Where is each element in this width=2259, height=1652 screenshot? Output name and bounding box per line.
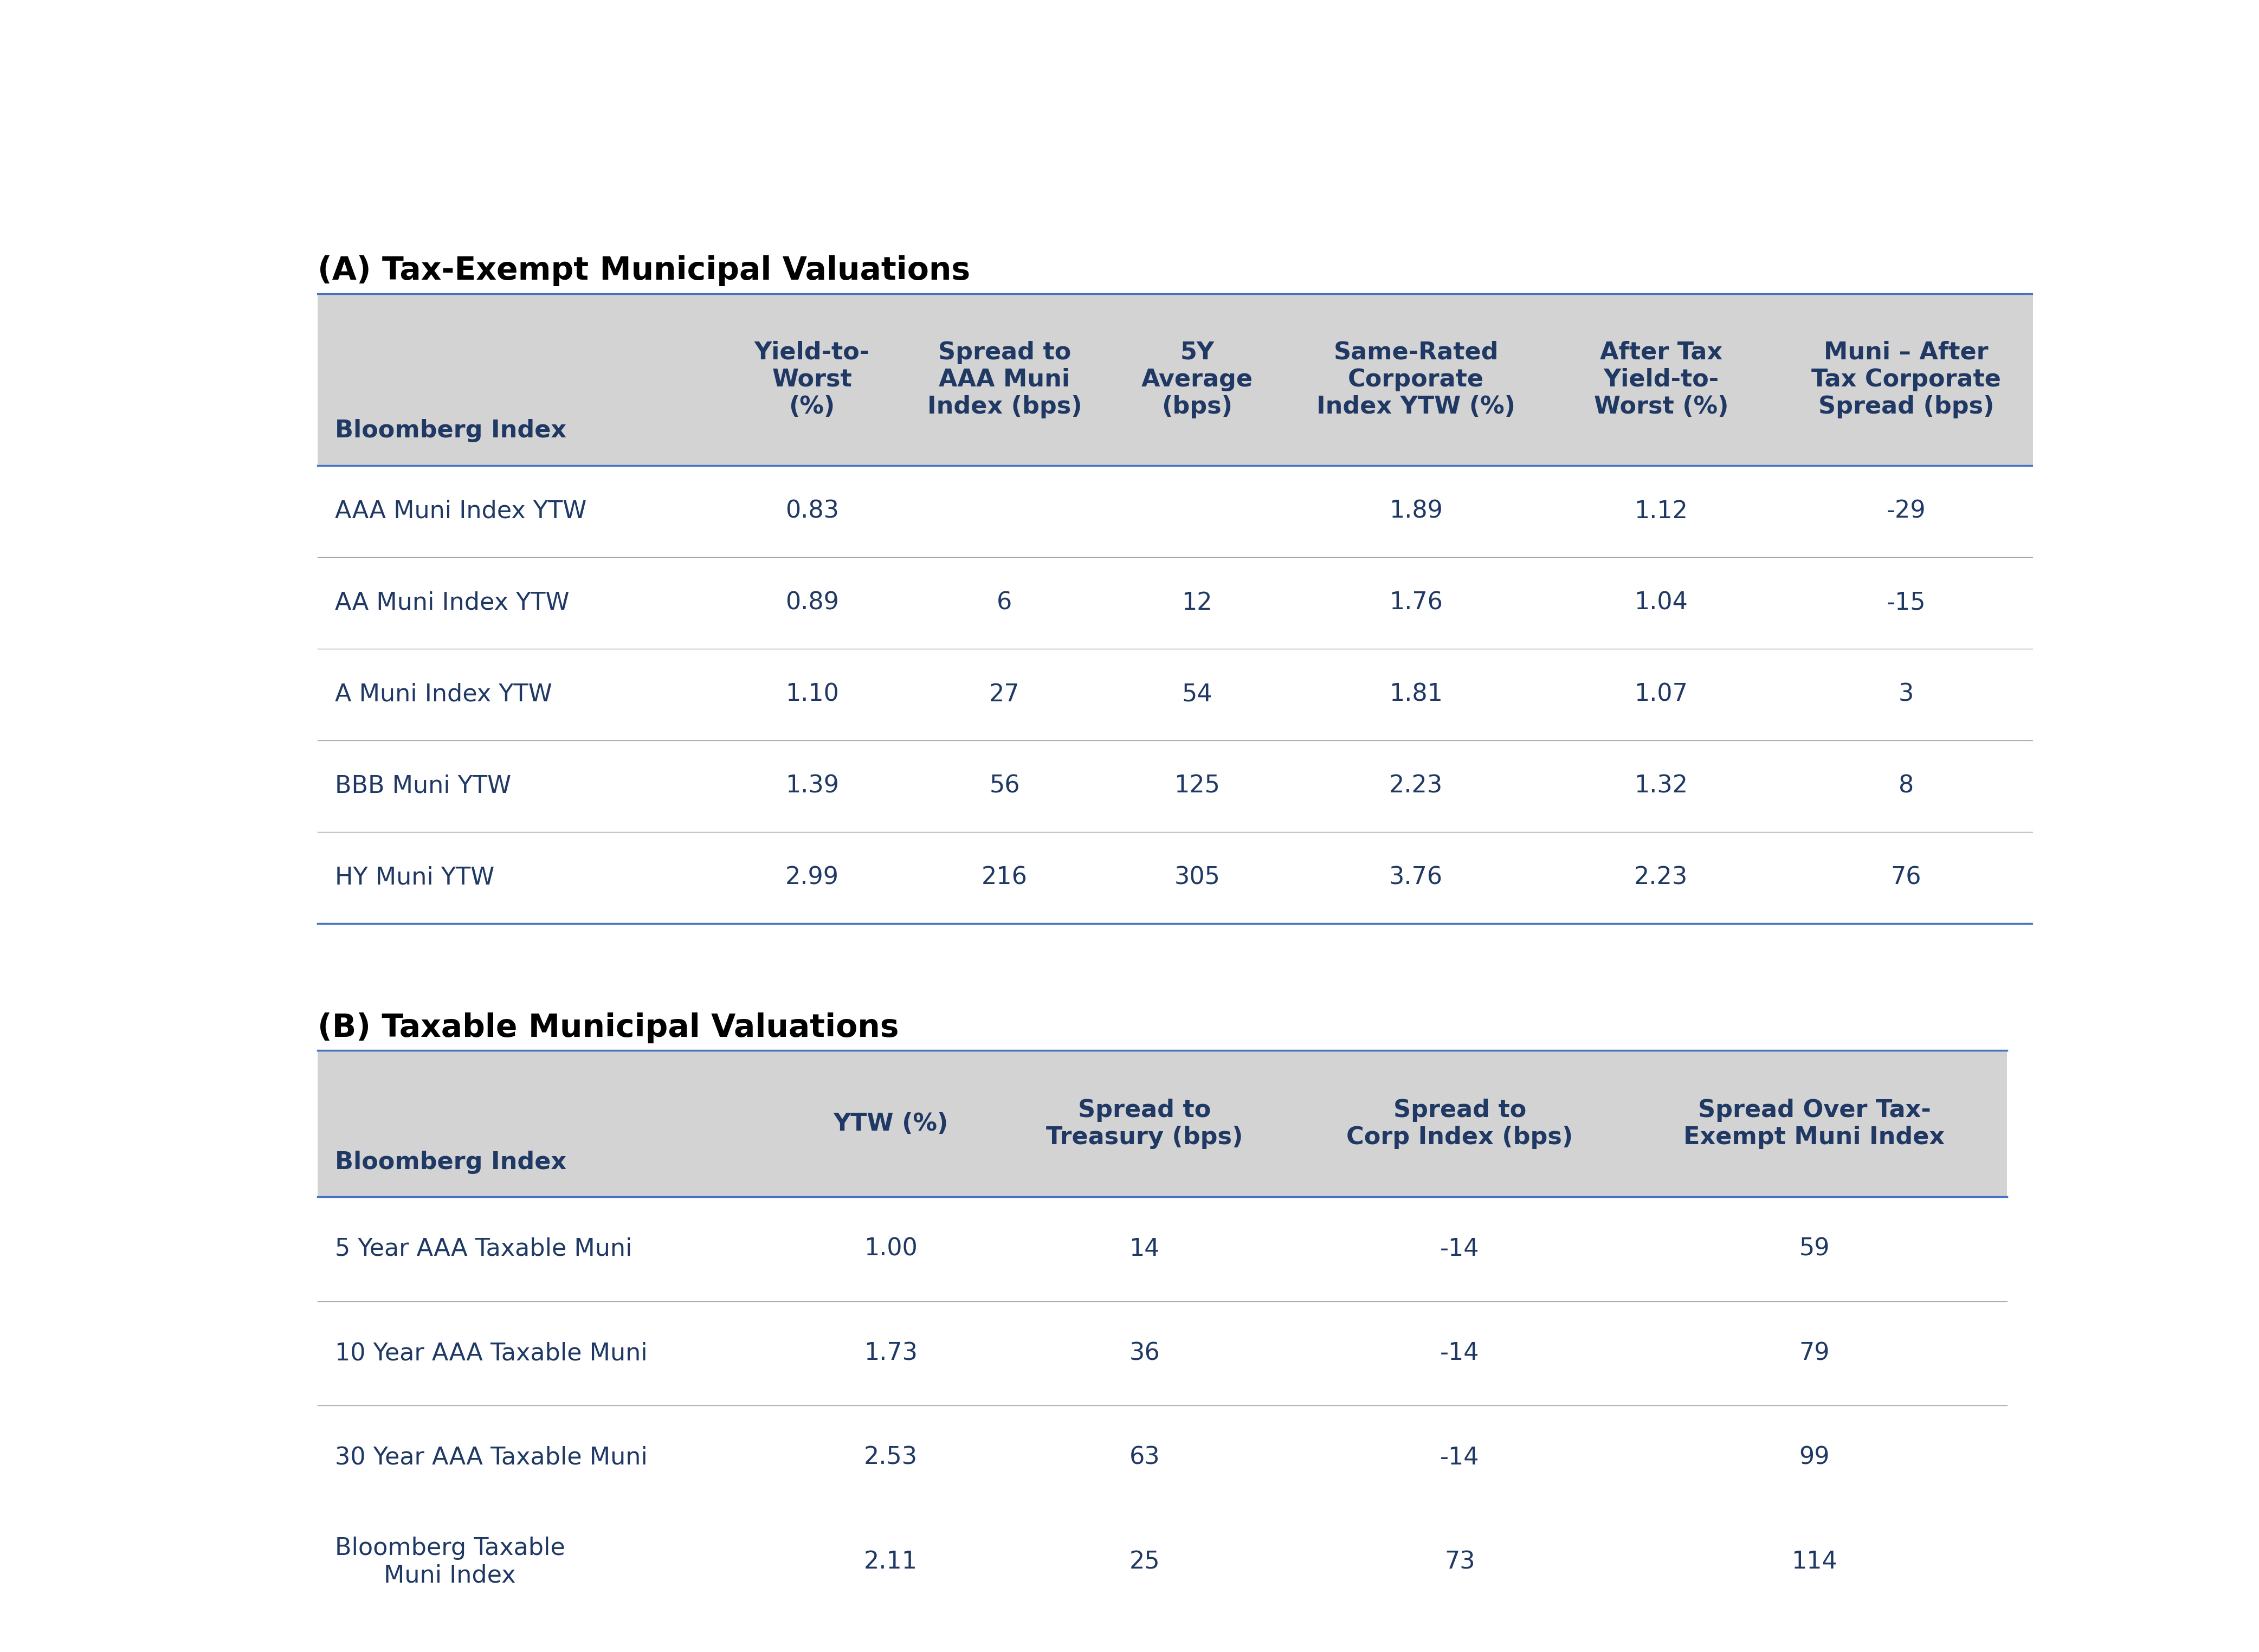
Text: Bloomberg Index: Bloomberg Index: [334, 1150, 567, 1175]
Text: 1.10: 1.10: [786, 682, 838, 705]
Text: HY Muni YTW: HY Muni YTW: [334, 866, 495, 889]
Text: -14: -14: [1439, 1237, 1480, 1260]
Text: (A) Tax-Exempt Municipal Valuations: (A) Tax-Exempt Municipal Valuations: [316, 256, 969, 286]
Text: 0.83: 0.83: [786, 499, 838, 522]
Text: AAA Muni Index YTW: AAA Muni Index YTW: [334, 499, 587, 522]
Text: Spread to
Corp Index (bps): Spread to Corp Index (bps): [1346, 1099, 1572, 1148]
Text: 25: 25: [1130, 1550, 1159, 1573]
Text: 1.12: 1.12: [1633, 499, 1687, 522]
Text: 56: 56: [989, 775, 1019, 798]
Text: 2.23: 2.23: [1633, 866, 1687, 889]
Text: 27: 27: [989, 682, 1019, 705]
Text: 114: 114: [1791, 1550, 1837, 1573]
Text: 2.99: 2.99: [786, 866, 838, 889]
Text: Muni – After
Tax Corporate
Spread (bps): Muni – After Tax Corporate Spread (bps): [1812, 340, 2001, 418]
Text: 10 Year AAA Taxable Muni: 10 Year AAA Taxable Muni: [334, 1341, 648, 1365]
Text: 125: 125: [1175, 775, 1220, 798]
Text: 1.73: 1.73: [863, 1341, 917, 1365]
Text: 63: 63: [1130, 1446, 1159, 1469]
Text: A Muni Index YTW: A Muni Index YTW: [334, 682, 551, 705]
Text: 76: 76: [1891, 866, 1922, 889]
Text: 54: 54: [1181, 682, 1213, 705]
Text: 1.00: 1.00: [863, 1237, 917, 1260]
Bar: [316, 294, 2042, 466]
Text: 1.07: 1.07: [1633, 682, 1687, 705]
Text: 216: 216: [983, 866, 1028, 889]
Text: 2.53: 2.53: [863, 1446, 917, 1469]
Text: 8: 8: [1898, 775, 1913, 798]
Text: 5 Year AAA Taxable Muni: 5 Year AAA Taxable Muni: [334, 1237, 633, 1260]
Text: 6: 6: [996, 591, 1012, 615]
Text: 1.04: 1.04: [1633, 591, 1687, 615]
Text: 12: 12: [1181, 591, 1213, 615]
Text: 2.23: 2.23: [1389, 775, 1444, 798]
Text: Spread to
Treasury (bps): Spread to Treasury (bps): [1046, 1099, 1242, 1148]
Bar: [316, 1051, 2006, 1196]
Text: -14: -14: [1439, 1341, 1480, 1365]
Text: Spread to
AAA Muni
Index (bps): Spread to AAA Muni Index (bps): [926, 340, 1082, 418]
Text: 59: 59: [1798, 1237, 1830, 1260]
Text: 5Y
Average
(bps): 5Y Average (bps): [1141, 340, 1254, 418]
Text: -14: -14: [1439, 1446, 1480, 1469]
Text: 305: 305: [1175, 866, 1220, 889]
Text: 1.32: 1.32: [1633, 775, 1687, 798]
Text: Yield-to-
Worst
(%): Yield-to- Worst (%): [755, 340, 870, 418]
Text: -29: -29: [1886, 499, 1927, 522]
Text: After Tax
Yield-to-
Worst (%): After Tax Yield-to- Worst (%): [1595, 340, 1728, 418]
Text: AA Muni Index YTW: AA Muni Index YTW: [334, 591, 569, 615]
Text: 0.89: 0.89: [786, 591, 838, 615]
Text: 2.11: 2.11: [863, 1550, 917, 1573]
Text: 14: 14: [1130, 1237, 1159, 1260]
Text: 79: 79: [1798, 1341, 1830, 1365]
Text: 3: 3: [1898, 682, 1913, 705]
Text: Spread Over Tax-
Exempt Muni Index: Spread Over Tax- Exempt Muni Index: [1683, 1099, 1945, 1148]
Text: Bloomberg Index: Bloomberg Index: [334, 420, 567, 443]
Text: 36: 36: [1130, 1341, 1159, 1365]
Text: 99: 99: [1798, 1446, 1830, 1469]
Text: 1.81: 1.81: [1389, 682, 1444, 705]
Text: Same-Rated
Corporate
Index YTW (%): Same-Rated Corporate Index YTW (%): [1317, 340, 1516, 418]
Text: 3.76: 3.76: [1389, 866, 1444, 889]
Text: 1.89: 1.89: [1389, 499, 1444, 522]
Text: 73: 73: [1444, 1550, 1475, 1573]
Text: (B) Taxable Municipal Valuations: (B) Taxable Municipal Valuations: [316, 1013, 899, 1044]
Text: BBB Muni YTW: BBB Muni YTW: [334, 775, 511, 798]
Text: Bloomberg Taxable
Muni Index: Bloomberg Taxable Muni Index: [334, 1536, 565, 1588]
Text: -15: -15: [1886, 591, 1927, 615]
Text: 1.76: 1.76: [1389, 591, 1444, 615]
Text: 1.39: 1.39: [786, 775, 838, 798]
Text: YTW (%): YTW (%): [834, 1112, 949, 1135]
Text: 30 Year AAA Taxable Muni: 30 Year AAA Taxable Muni: [334, 1446, 648, 1469]
